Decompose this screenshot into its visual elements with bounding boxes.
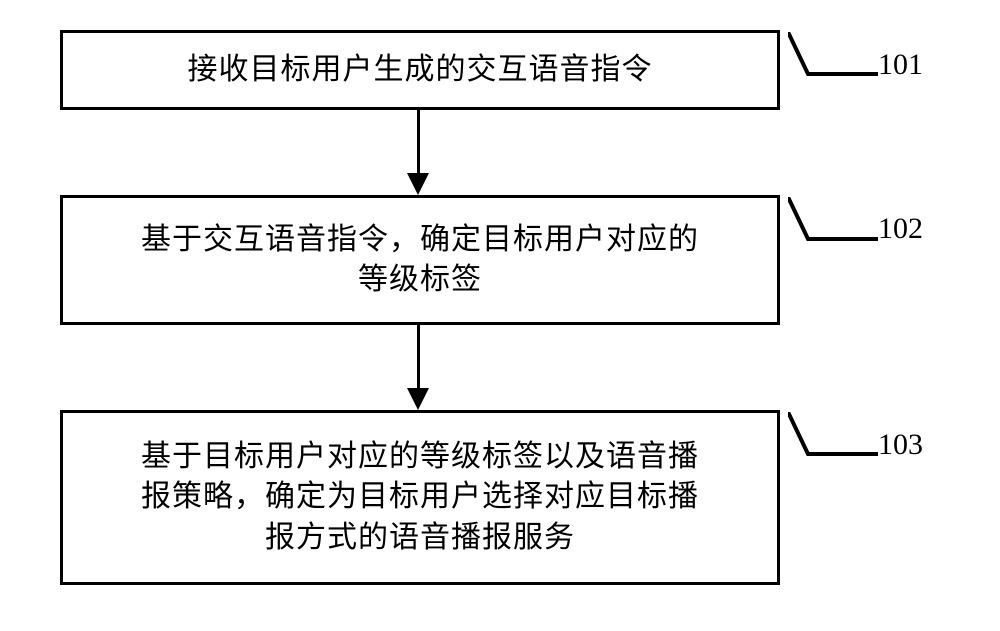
callout-bracket-1	[788, 32, 878, 76]
flow-step-2: 基于交互语音指令，确定目标用户对应的 等级标签	[60, 195, 780, 325]
flow-step-1-text: 接收目标用户生成的交互语音指令	[188, 50, 653, 91]
arrow-1-shaft	[417, 110, 420, 173]
flow-step-1: 接收目标用户生成的交互语音指令	[60, 30, 780, 110]
arrow-2-head	[407, 388, 429, 410]
step-label-1: 101	[878, 48, 923, 82]
arrow-1-head	[407, 173, 429, 195]
arrow-2-shaft	[417, 325, 420, 388]
flow-step-3: 基于目标用户对应的等级标签以及语音播 报策略，确定为目标用户选择对应目标播 报方…	[60, 410, 780, 585]
step-label-3: 103	[878, 428, 923, 462]
callout-bracket-3	[788, 412, 878, 456]
step-label-2: 102	[878, 212, 923, 246]
callout-bracket-2	[788, 197, 878, 241]
flow-step-3-text: 基于目标用户对应的等级标签以及语音播 报策略，确定为目标用户选择对应目标播 报方…	[141, 437, 699, 559]
flow-step-2-text: 基于交互语音指令，确定目标用户对应的 等级标签	[141, 220, 699, 301]
